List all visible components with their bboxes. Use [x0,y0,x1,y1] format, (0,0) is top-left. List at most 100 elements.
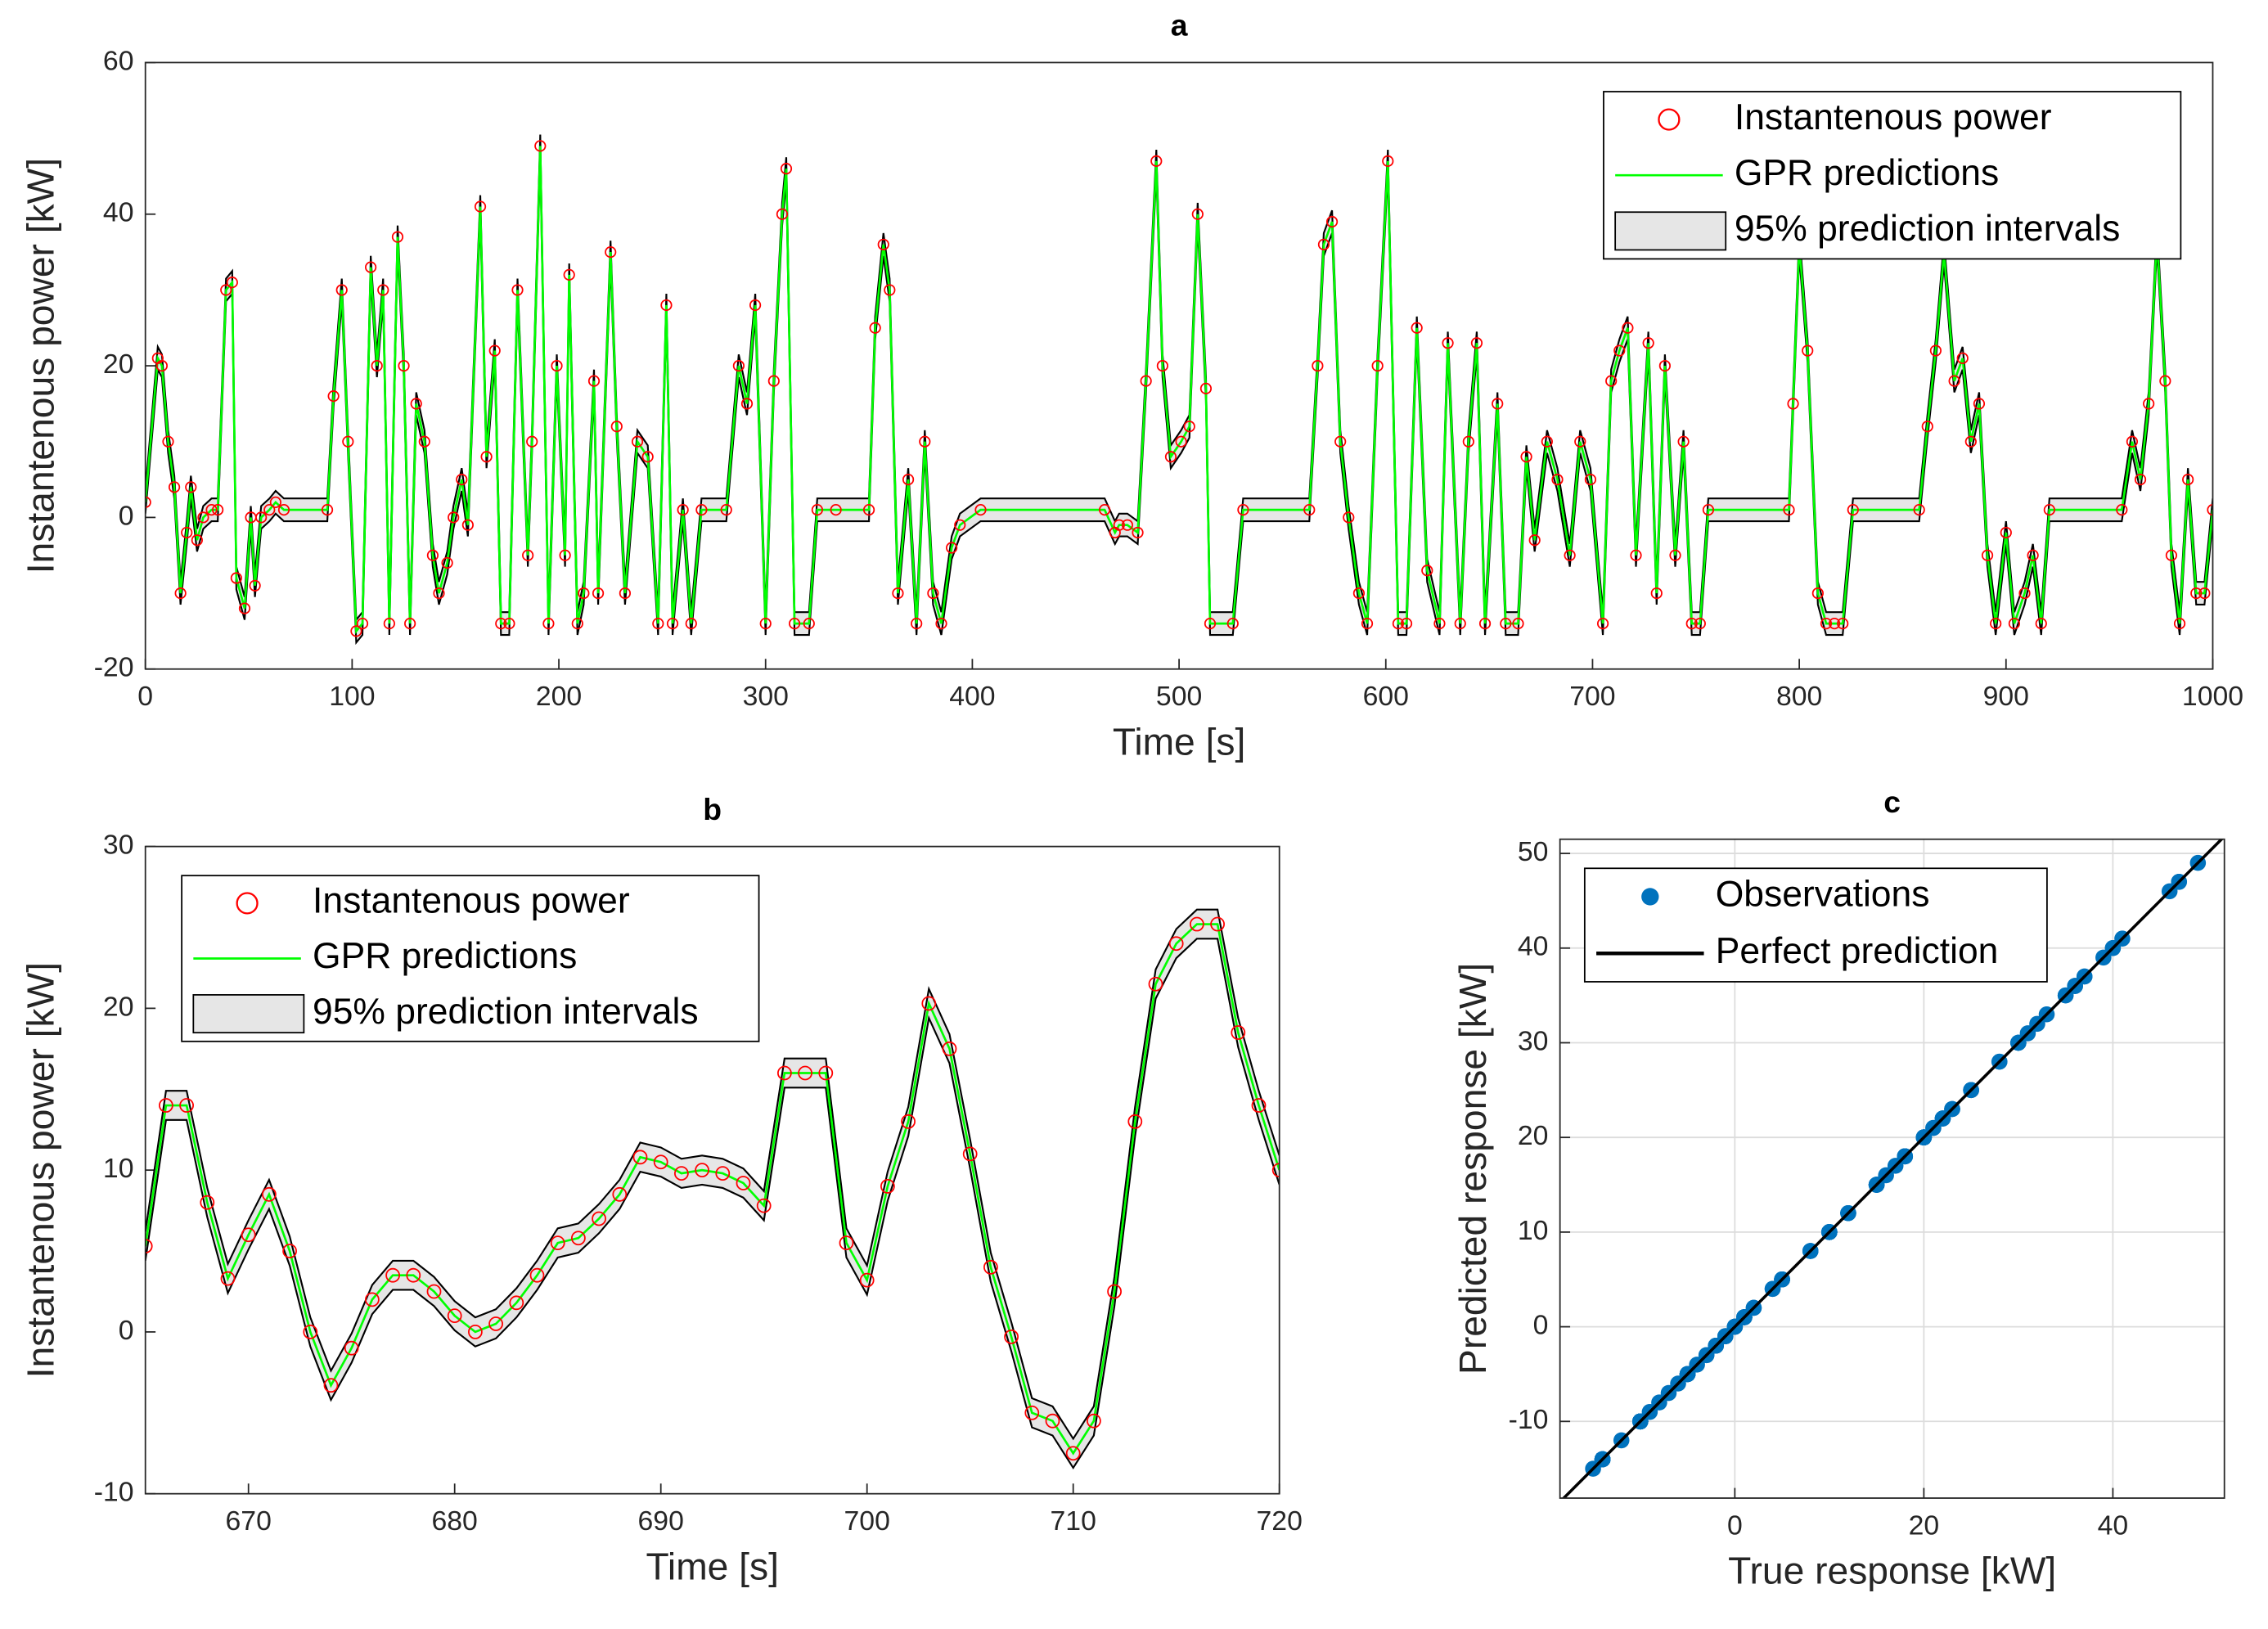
observation [503,618,515,630]
observation [495,618,507,630]
observation [715,1166,731,1181]
observation [509,1295,524,1311]
observation [674,1166,689,1181]
observation [1024,1405,1040,1420]
observation [1605,375,1618,387]
observation [1528,534,1541,547]
observation [1677,435,1690,448]
observation [1454,618,1466,630]
observation [695,1163,709,1178]
observation [1334,435,1347,448]
observation [619,587,632,600]
observation [365,261,377,273]
observation [2198,587,2211,600]
x-tick-label: 400 [949,681,995,712]
observation [303,1325,318,1339]
observation [1702,504,1715,516]
observation [901,1114,916,1129]
observation [660,299,673,312]
observation [631,435,644,448]
observation [1045,1413,1060,1429]
observation [592,1211,606,1226]
observation [385,1267,400,1283]
observation [145,496,151,508]
chart-title: b [703,792,722,826]
observation [220,284,232,296]
x-axis-label: Time [s] [1113,720,1245,763]
observation [1303,504,1316,516]
observation [740,398,754,410]
y-tick-label: 20 [1518,1120,1549,1151]
observation [226,277,238,289]
x-tick-label: 1000 [2182,681,2243,712]
observation [426,1284,442,1299]
observation [398,359,410,372]
y-axis-label: Predicted response [kW] [1451,963,1494,1375]
observation [230,572,242,584]
observation [880,1179,895,1194]
observation [168,481,181,493]
observation [263,504,276,516]
observation [2035,618,2047,630]
observation [1199,382,1213,394]
observation [2173,618,2186,630]
observation [811,504,824,516]
interval-lower [145,938,1280,1470]
observation [571,618,583,630]
observation [461,519,474,531]
observation [884,284,896,296]
x-tick-label: 800 [1776,681,1822,712]
observation [162,435,174,448]
observation [818,1065,834,1081]
observation [1541,435,1553,448]
observation [1956,352,1969,364]
observation [1191,208,1204,220]
observation [632,1150,648,1165]
observation [456,473,468,486]
observation [205,504,218,516]
observation [433,587,445,600]
x-tick-label: 900 [1983,681,2029,712]
x-tick-label: 200 [536,681,582,712]
observation [335,284,348,296]
legend-label: GPR predictions [1735,153,1999,193]
observation [511,284,524,296]
observation [1132,526,1144,539]
observation [350,625,362,637]
observation [1168,936,1184,952]
y-tick-label: 60 [103,45,134,76]
y-tick-label: 0 [1533,1310,1549,1341]
observation [911,618,923,630]
observation [197,511,209,524]
observation [2165,549,2178,561]
observation [1669,549,1681,561]
observation [1148,976,1163,992]
observation [2207,504,2213,516]
observation [732,359,745,372]
observation [736,1176,751,1190]
observation [695,504,708,516]
y-tick-label: -20 [94,652,134,683]
x-tick-label: 600 [1363,681,1409,712]
observation [1828,618,1841,630]
legend-marker [1614,211,1727,251]
chart-title: a [1171,8,1188,43]
observation [1442,337,1454,349]
observation [155,359,169,372]
observation [522,549,534,561]
observation [269,496,281,508]
observation [1087,1413,1101,1429]
observation [641,451,654,463]
observation [2143,398,2155,410]
observation [1231,1025,1246,1040]
legend-label: Perfect prediction [1716,931,1999,971]
observation [1492,398,1504,410]
y-tick-label: 30 [103,830,134,861]
observation [749,299,762,312]
observation [677,504,689,516]
plot-border [144,61,2214,670]
y-tick-label: -10 [1509,1404,1549,1435]
observation [383,618,395,630]
observation [321,504,334,516]
